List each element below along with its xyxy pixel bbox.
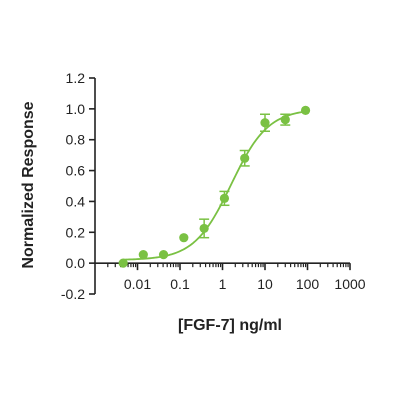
data-point: [138, 250, 148, 260]
data-point: [280, 115, 290, 125]
x-tick-label: 1000: [334, 276, 365, 292]
y-tick-label: 0.6: [66, 163, 86, 179]
x-tick-label: 10: [257, 276, 273, 292]
x-tick-label: 1: [219, 276, 227, 292]
y-tick-label: 0.2: [66, 224, 86, 240]
y-tick-label: 0.0: [66, 255, 86, 271]
fit-curve: [123, 110, 306, 261]
data-point: [219, 193, 230, 203]
y-axis-title: Normalized Response: [20, 101, 37, 268]
axes: -0.2 0.0 0.2 0.4 0.6 0.8 1.0 1.2 0.01 0.1 1 10 100 10…: [61, 70, 366, 302]
x-tick-label: 0.01: [124, 276, 151, 292]
data-point: [260, 118, 270, 128]
data-point: [179, 233, 189, 243]
data-point: [118, 258, 128, 268]
y-tick-label: 0.8: [66, 132, 86, 148]
y-tick-label: 1.2: [66, 70, 86, 86]
x-tick-label: 100: [296, 276, 320, 292]
x-tick-label: 0.1: [170, 276, 190, 292]
y-tick-label: -0.2: [61, 286, 85, 302]
fit-curve-layer: [123, 110, 306, 261]
x-axis-title: [FGF-7] ng/ml: [178, 317, 282, 334]
y-tick-label: 1.0: [66, 101, 86, 117]
data-points-layer: [118, 105, 311, 268]
data-point: [158, 250, 169, 260]
data-point: [199, 223, 209, 234]
y-tick-label: 0.4: [66, 193, 86, 209]
data-point: [300, 105, 311, 115]
data-point: [240, 153, 250, 163]
